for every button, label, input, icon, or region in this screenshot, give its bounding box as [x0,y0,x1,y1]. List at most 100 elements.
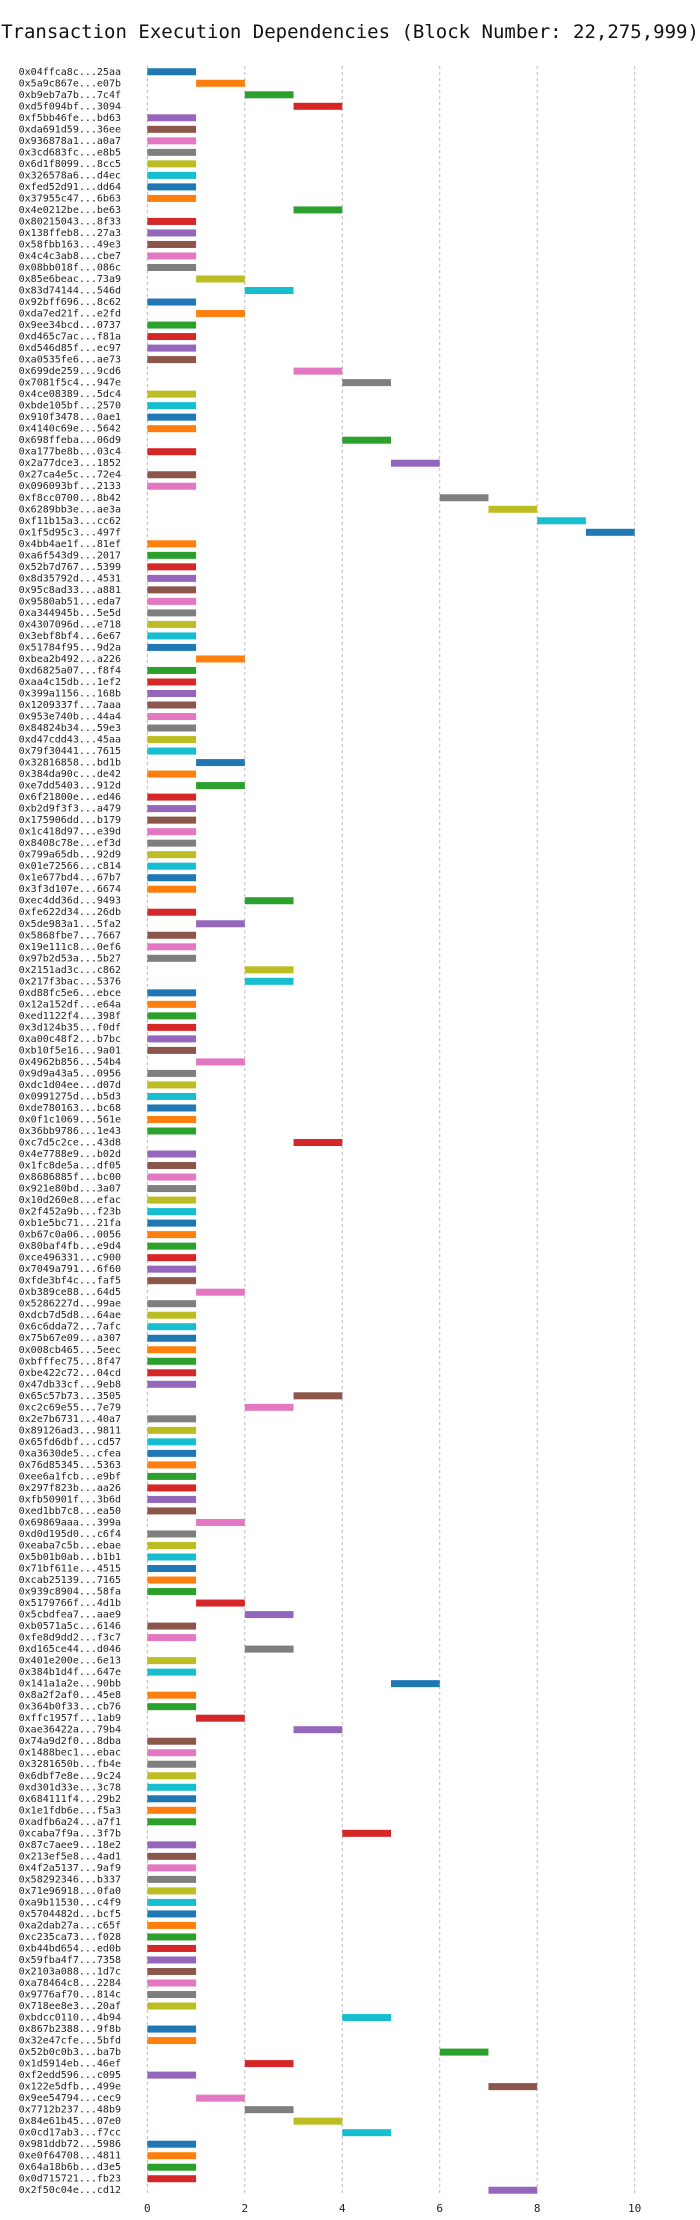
y-tick-label: 0xfde3bf4c...faf5 [19,1276,121,1287]
y-tick-label: 0x6c6dda72...7afc [19,1322,121,1333]
x-tick-label: 0 [144,2202,151,2215]
y-tick-label: 0x74a9d2f0...8dba [19,1736,121,1747]
bar [147,229,197,237]
y-tick-label: 0x5286227d...99ae [19,1299,121,1310]
y-tick-label: 0x6f21800e...ed46 [19,792,121,803]
bar [391,1680,440,1688]
bar [147,1852,197,1860]
bar [196,79,245,87]
x-tick-label: 10 [628,2202,641,2215]
bar [293,1392,343,1400]
y-tick-label: 0x84824b34...59e3 [19,723,121,734]
y-tick-label: 0x2a77dce3...1852 [19,458,121,469]
bar [147,828,197,836]
y-tick-label: 0xec4dd36d...9493 [19,896,121,907]
y-tick-label: 0x5179766f...4d1b [19,1598,121,1609]
bar [147,1772,197,1780]
bar [147,1254,197,1262]
y-tick-label: 0xf2edd596...c095 [19,2070,121,2081]
y-tick-label: 0x04ffca8c...25aa [19,67,121,78]
y-tick-label: 0x9ee54794...cec9 [19,2093,121,2104]
bar [147,148,197,156]
bar [147,1265,197,1273]
y-tick-label: 0x95c8ad33...a881 [19,585,121,596]
bar [147,701,197,709]
bar [147,1219,197,1227]
bar [147,125,197,133]
bar [147,1944,197,1952]
bar [147,1426,197,1434]
bar [147,1541,197,1549]
y-tick-label: 0xcab25139...7165 [19,1575,121,1586]
y-tick-label: 0x4ce08389...5dc4 [19,389,121,400]
bar [147,2152,197,2160]
y-tick-label: 0x69869aaa...399a [19,1517,121,1528]
bar [147,1795,197,1803]
y-tick-label: 0x92bff696...8c62 [19,297,121,308]
bar [244,91,294,99]
bar [147,1185,197,1193]
y-tick-label: 0x910f3478...0ae1 [19,412,121,423]
y-tick-label: 0x58fbb163...49e3 [19,239,121,250]
bar [147,2140,197,2148]
y-tick-label: 0x2151ad3c...c862 [19,965,121,976]
y-tick-label: 0xe7dd5403...912d [19,781,121,792]
bar [147,68,197,76]
bar [147,1069,197,1077]
y-tick-label: 0xb44bd654...ed0b [19,1943,121,1954]
chart-title: Transaction Execution Dependencies (Bloc… [1,21,699,43]
y-tick-label: 0xa0535fe6...ae73 [19,355,121,366]
bar [147,666,197,674]
bar [244,897,294,905]
bar [147,2025,197,2033]
bar [147,1588,197,1596]
x-tick-label: 6 [436,2202,443,2215]
y-tick-label: 0x52b0c0b3...ba7b [19,2047,121,2058]
bar [147,321,197,329]
y-tick-label: 0x8d35792d...4531 [19,573,121,584]
bar [147,1092,197,1100]
bar [147,1703,197,1711]
y-tick-label: 0x1e1fdb6e...f5a3 [19,1805,121,1816]
bar [439,2048,489,2056]
y-tick-label: 0x698ffeba...06d9 [19,435,121,446]
y-tick-label: 0xb389ce88...64d5 [19,1287,121,1298]
y-tick-label: 0xa2dab27a...c65f [19,1920,121,1931]
bar [147,1000,197,1008]
y-tick-label: 0x3ebf8bf4...6e67 [19,631,121,642]
y-tick-label: 0x64a18b6b...d3e5 [19,2162,121,2173]
bar [147,954,197,962]
y-tick-label: 0x364b0f33...cb76 [19,1702,121,1713]
y-tick-label: 0x699de259...9cd6 [19,366,121,377]
bar [147,217,197,225]
bar [147,689,197,697]
y-tick-label: 0x2f50c04e...cd12 [19,2185,121,2196]
y-tick-label: 0x80215043...8f33 [19,216,121,227]
bar [147,344,197,352]
bar [147,194,197,202]
bar [196,2094,245,2102]
y-tick-label: 0x4f2a5137...9af9 [19,1863,121,1874]
bar [147,1507,197,1515]
y-tick-label: 0x0991275d...b5d3 [19,1091,121,1102]
bar [147,1967,197,1975]
bar [147,2163,197,2171]
y-tick-label: 0x4e0212be...be63 [19,205,121,216]
bar [147,931,197,939]
y-tick-label: 0xb0571a5c...6146 [19,1621,121,1632]
y-tick-label: 0x141a1a2e...90bb [19,1679,121,1690]
bar [244,1403,294,1411]
y-tick-label: 0x217f3bac...5376 [19,976,121,987]
bar [147,770,197,778]
bar [196,1714,245,1722]
y-tick-label: 0xbfffec75...8f47 [19,1356,121,1367]
y-tick-label: 0x138ffeb8...27a3 [19,228,121,239]
y-tick-label: 0x939c8904...58fa [19,1587,121,1598]
y-tick-label: 0xa3630de5...cfea [19,1448,121,1459]
bar [147,1634,197,1642]
bar [147,1300,197,1308]
y-tick-label: 0x4962b856...54b4 [19,1057,121,1068]
y-tick-label: 0xffc1957f...1ab9 [19,1713,121,1724]
y-tick-label: 0xa6f543d9...2017 [19,550,121,561]
